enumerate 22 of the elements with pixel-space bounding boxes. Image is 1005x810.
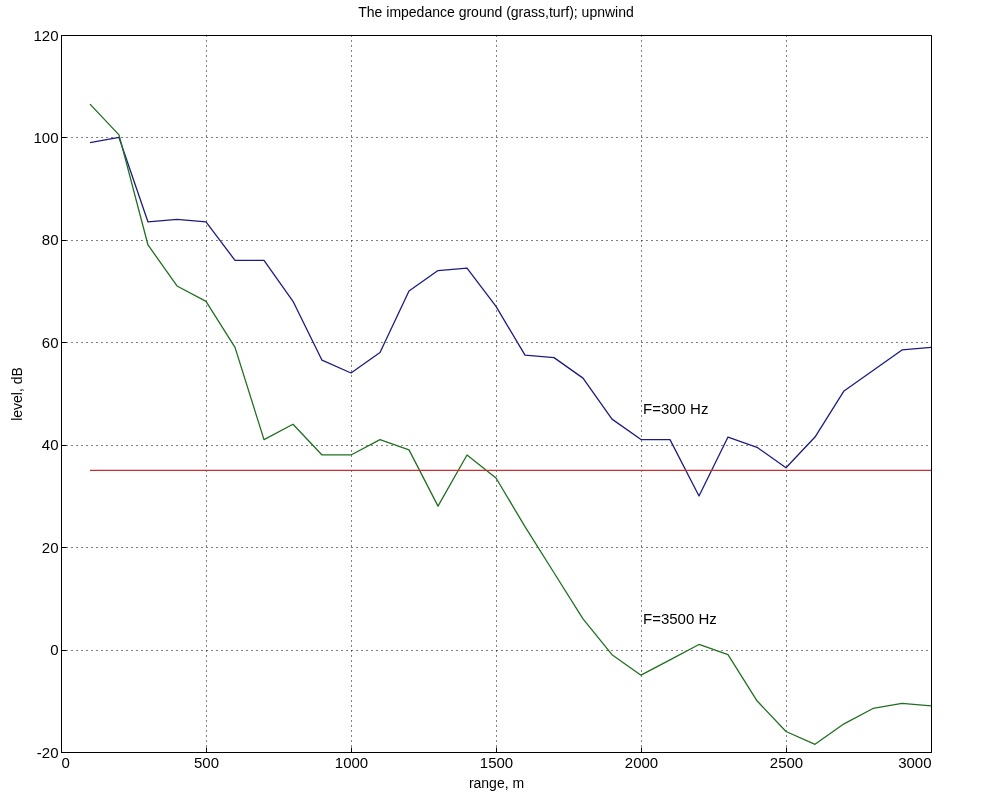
y-axis-title: level, dB <box>9 367 26 421</box>
y-tick-label: 60 <box>41 333 59 351</box>
x-tick-label: 500 <box>193 753 220 771</box>
chart-title: The impedance ground (grass,turf); upnwind <box>358 4 634 20</box>
y-tick-label: 80 <box>41 231 59 249</box>
line-series <box>89 136 932 497</box>
annotation: F=300 Hz <box>643 400 709 417</box>
x-tick-label: 2500 <box>769 753 804 771</box>
y-tick-label: 120 <box>33 26 59 44</box>
x-tick-label: 1500 <box>479 753 514 771</box>
y-tick-label: -20 <box>36 743 59 761</box>
annotation: F=3500 Hz <box>643 610 717 627</box>
y-tick-label: 20 <box>41 538 59 556</box>
x-axis-title: range, m <box>468 774 525 791</box>
y-tick-label: 0 <box>50 641 59 659</box>
y-tick-label: 40 <box>41 436 59 454</box>
x-tick-label: 2000 <box>624 753 659 771</box>
x-tick-label: 1000 <box>334 753 369 771</box>
line-series <box>89 103 932 745</box>
x-tick-label: 3000 <box>898 753 932 771</box>
x-tick-label: 0 <box>61 753 70 771</box>
y-tick-label: 100 <box>33 128 59 146</box>
